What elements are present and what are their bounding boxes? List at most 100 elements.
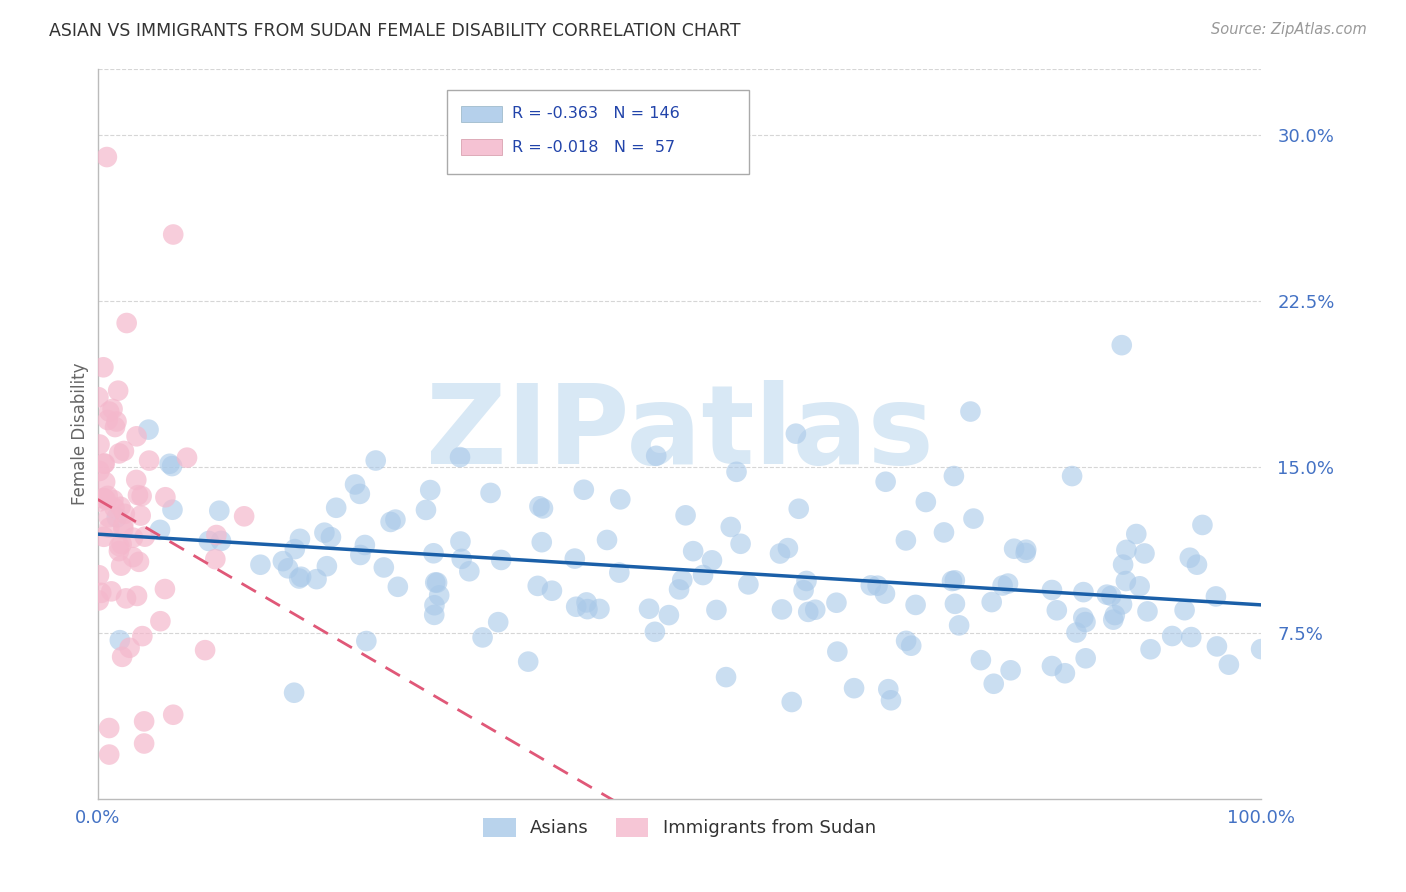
- Point: [530, 535, 553, 549]
- Point: [115, 316, 138, 330]
- Point: [943, 597, 966, 611]
- Point: [450, 552, 472, 566]
- Point: [125, 429, 148, 443]
- Point: [134, 737, 156, 751]
- Point: [284, 542, 307, 557]
- Point: [314, 525, 336, 540]
- Point: [101, 401, 124, 416]
- Legend: Asians, Immigrants from Sudan: Asians, Immigrants from Sudan: [475, 811, 883, 845]
- Point: [1174, 603, 1197, 617]
- Point: [531, 501, 554, 516]
- Point: [118, 640, 141, 655]
- Point: [93, 491, 115, 506]
- Point: [1104, 608, 1126, 623]
- Point: [980, 595, 1002, 609]
- Point: [315, 559, 337, 574]
- Point: [900, 639, 922, 653]
- Point: [730, 537, 752, 551]
- Point: [87, 593, 110, 607]
- Point: [941, 574, 963, 588]
- Point: [714, 670, 737, 684]
- Point: [671, 573, 693, 587]
- Point: [290, 570, 312, 584]
- Point: [197, 533, 219, 548]
- Point: [997, 576, 1019, 591]
- Point: [93, 530, 115, 544]
- Point: [97, 413, 120, 427]
- Point: [108, 539, 131, 553]
- Point: [205, 528, 228, 542]
- Point: [529, 500, 551, 514]
- Point: [103, 493, 125, 508]
- Point: [692, 568, 714, 582]
- Point: [1133, 546, 1156, 560]
- Point: [1062, 469, 1084, 483]
- Point: [93, 360, 115, 375]
- Point: [354, 538, 377, 552]
- Point: [894, 633, 917, 648]
- Point: [134, 714, 156, 729]
- Point: [162, 227, 184, 242]
- Point: [122, 550, 145, 565]
- Point: [93, 491, 115, 505]
- Point: [319, 530, 342, 544]
- Point: [486, 615, 509, 629]
- Point: [859, 578, 882, 592]
- Point: [1071, 610, 1094, 624]
- Point: [449, 534, 471, 549]
- Point: [1073, 585, 1095, 599]
- Point: [104, 420, 127, 434]
- Point: [1111, 598, 1133, 612]
- Point: [1115, 574, 1137, 588]
- Point: [904, 598, 927, 612]
- Point: [565, 599, 588, 614]
- Point: [325, 500, 347, 515]
- Point: [776, 541, 799, 555]
- Point: [1185, 558, 1208, 572]
- Point: [155, 490, 177, 504]
- Point: [110, 558, 132, 573]
- Point: [131, 629, 153, 643]
- Point: [668, 582, 690, 597]
- Point: [415, 503, 437, 517]
- Point: [387, 580, 409, 594]
- Point: [94, 457, 117, 471]
- Point: [426, 575, 449, 590]
- Point: [1040, 582, 1063, 597]
- Point: [108, 446, 131, 460]
- Point: [89, 494, 111, 508]
- Point: [588, 602, 610, 616]
- Point: [122, 531, 145, 545]
- Point: [93, 457, 115, 471]
- Point: [1205, 590, 1227, 604]
- Point: [149, 523, 172, 537]
- Point: [128, 555, 150, 569]
- Point: [356, 634, 378, 648]
- Point: [98, 747, 121, 762]
- Point: [423, 599, 446, 613]
- Point: [770, 602, 793, 616]
- Point: [100, 584, 122, 599]
- Point: [787, 501, 810, 516]
- Point: [112, 522, 135, 536]
- FancyBboxPatch shape: [461, 106, 502, 122]
- Point: [1129, 579, 1152, 593]
- Point: [564, 551, 586, 566]
- FancyBboxPatch shape: [461, 139, 502, 155]
- Point: [149, 614, 172, 628]
- Point: [204, 552, 226, 566]
- Point: [959, 404, 981, 418]
- Point: [449, 450, 471, 464]
- Point: [706, 603, 728, 617]
- Point: [364, 453, 387, 467]
- Point: [1074, 615, 1097, 629]
- Point: [425, 575, 447, 590]
- Point: [427, 588, 450, 602]
- Point: [97, 489, 120, 503]
- Point: [208, 504, 231, 518]
- Point: [249, 558, 271, 572]
- Point: [349, 487, 371, 501]
- Point: [373, 560, 395, 574]
- Point: [176, 450, 198, 465]
- Point: [479, 486, 502, 500]
